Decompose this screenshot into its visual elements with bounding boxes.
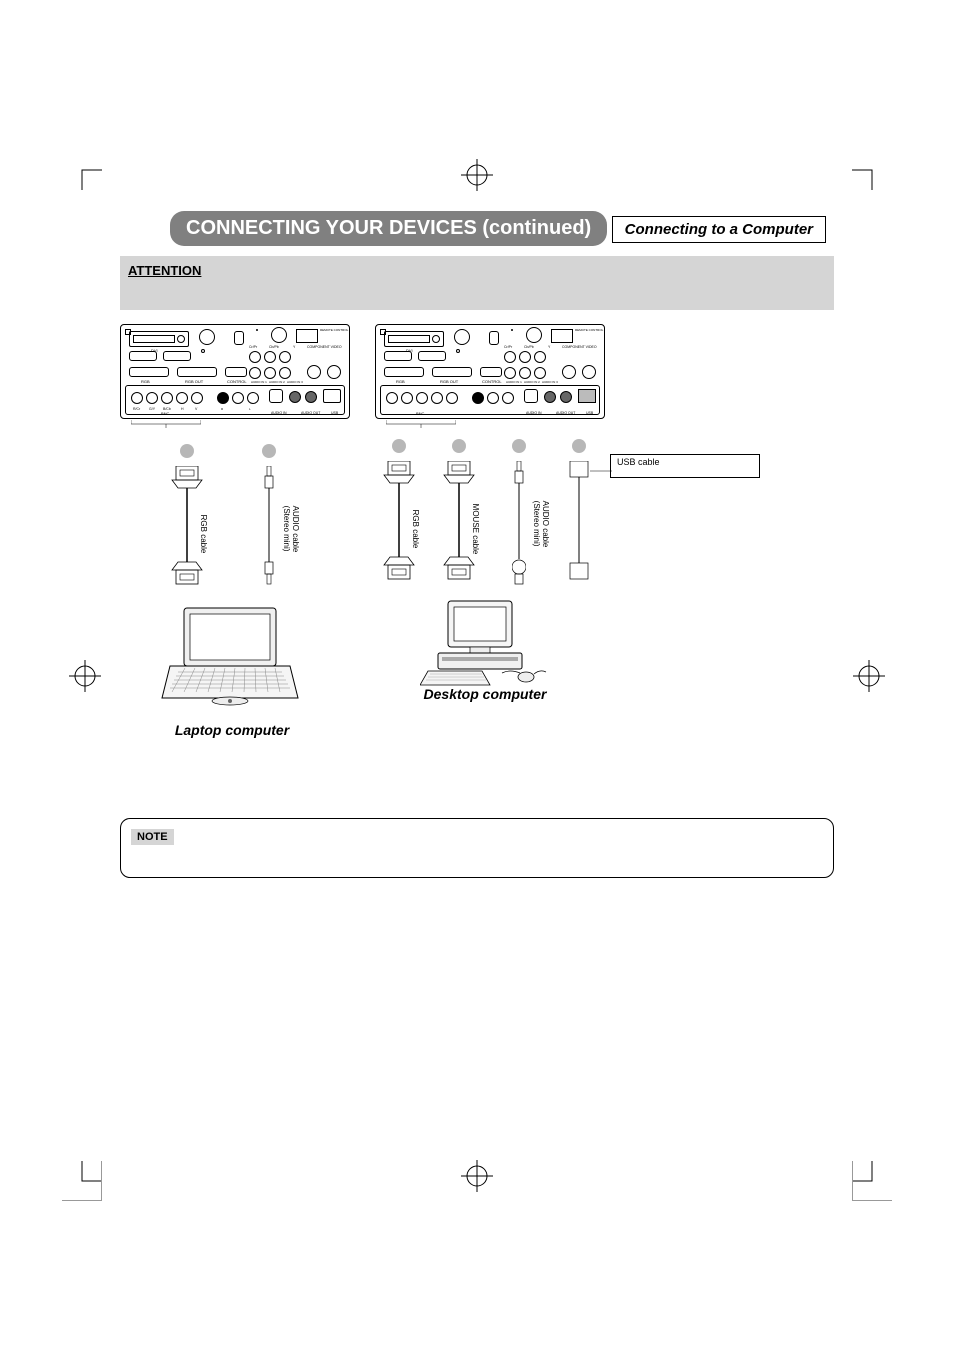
dot-icon <box>392 439 406 453</box>
label-cbpb2: Cb/Pb <box>524 345 534 349</box>
cable-audio-label2: AUDIO cable(Stereo mini) <box>532 501 550 548</box>
rear-panel-right: DVI REMOTE CONTROL Cr/Pr Cb/Pb Y COMPONE… <box>375 324 605 419</box>
diagram-area: DVI REMOTE CONTROL Cr/Pr Cb/Pb Y COMPONE… <box>120 324 834 804</box>
audio-cable-icon <box>512 461 526 587</box>
label-component2: COMPONENT VIDEO <box>562 345 597 349</box>
label-control: CONTROL <box>227 379 247 384</box>
label-aout: AUDIO OUT <box>301 411 320 415</box>
label-control2: CONTROL <box>482 379 502 384</box>
cable-rgb-left: RGB cable <box>168 444 206 586</box>
note-box: NOTE <box>120 818 834 878</box>
label-l: L <box>249 407 251 411</box>
cable-rgb-label: RGB cable <box>199 515 208 554</box>
cable-audio-left: AUDIO cable(Stereo mini) <box>250 444 288 586</box>
cable-rgb-label2: RGB cable <box>411 510 420 549</box>
audio-cable-icon <box>262 466 276 586</box>
desktop-label: Desktop computer <box>390 686 580 702</box>
label-y: Y <box>293 345 295 349</box>
label-ain1b: AUDIO IN 1 <box>506 380 522 384</box>
label-remote2: REMOTE CONTROL <box>575 329 603 332</box>
label-y2: Y <box>548 345 550 349</box>
subtitle: Connecting to a Computer <box>612 216 826 243</box>
label-crpr: Cr/Pr <box>249 345 257 349</box>
dot-icon <box>572 439 586 453</box>
dot-icon <box>512 439 526 453</box>
label-ain3b: AUDIO IN 3 <box>542 380 558 384</box>
usb-cable-icon <box>566 461 592 581</box>
label-rgbout: RGB OUT <box>185 379 203 384</box>
label-bnc2: BNC <box>416 411 424 416</box>
label-component: COMPONENT VIDEO <box>307 345 342 349</box>
label-rgb2: RGB <box>396 379 405 384</box>
label-ain2: AUDIO IN 2 <box>269 380 285 384</box>
usb-label-box: USB cable <box>610 454 760 478</box>
attention-label: ATTENTION <box>128 263 201 278</box>
dot-icon <box>452 439 466 453</box>
label-bnc: BNC <box>161 411 169 416</box>
label-aoutb: AUDIO OUT <box>556 411 575 415</box>
label-remote: REMOTE CONTROL <box>320 329 348 332</box>
attention-block: ATTENTION <box>120 256 834 310</box>
page-banner: CONNECTING YOUR DEVICES (continued) <box>170 211 607 246</box>
label-gy: G/Y <box>149 407 155 411</box>
cable-audio-label: AUDIO cable(Stereo mini) <box>282 506 300 553</box>
label-ain: AUDIO IN <box>271 411 287 415</box>
label-ain2b: AUDIO IN 2 <box>524 380 540 384</box>
label-usbb: USB <box>586 411 593 415</box>
cable-rgb-right: RGB cable <box>380 439 418 581</box>
label-ainb: AUDIO IN <box>526 411 542 415</box>
cable-mouse-label: MOUSE cable <box>471 504 480 555</box>
label-h: H <box>181 407 184 411</box>
laptop-icon <box>160 604 300 714</box>
label-ain1: AUDIO IN 1 <box>251 380 267 384</box>
laptop-label: Laptop computer <box>152 722 312 738</box>
label-r: R <box>221 407 223 411</box>
usb-label-text: USB cable <box>617 457 660 467</box>
label-crpr2: Cr/Pr <box>504 345 512 349</box>
dot-icon <box>262 444 276 458</box>
desktop-icon <box>420 599 550 689</box>
cable-mouse: MOUSE cable <box>440 439 478 581</box>
label-usb: USB <box>331 411 338 415</box>
dot-icon <box>180 444 194 458</box>
label-v: V <box>195 407 197 411</box>
cable-usb <box>560 439 598 581</box>
label-cbpb: Cb/Pb <box>269 345 279 349</box>
label-rcr: R/Cr <box>133 407 140 411</box>
label-ain3: AUDIO IN 3 <box>287 380 303 384</box>
label-rgbout2: RGB OUT <box>440 379 458 384</box>
note-label: NOTE <box>131 829 174 845</box>
rear-panel-left: DVI REMOTE CONTROL Cr/Pr Cb/Pb Y COMPONE… <box>120 324 350 419</box>
cable-audio-right: AUDIO cable(Stereo mini) <box>500 439 538 587</box>
label-rgb: RGB <box>141 379 150 384</box>
usb-leader-line <box>590 470 612 472</box>
